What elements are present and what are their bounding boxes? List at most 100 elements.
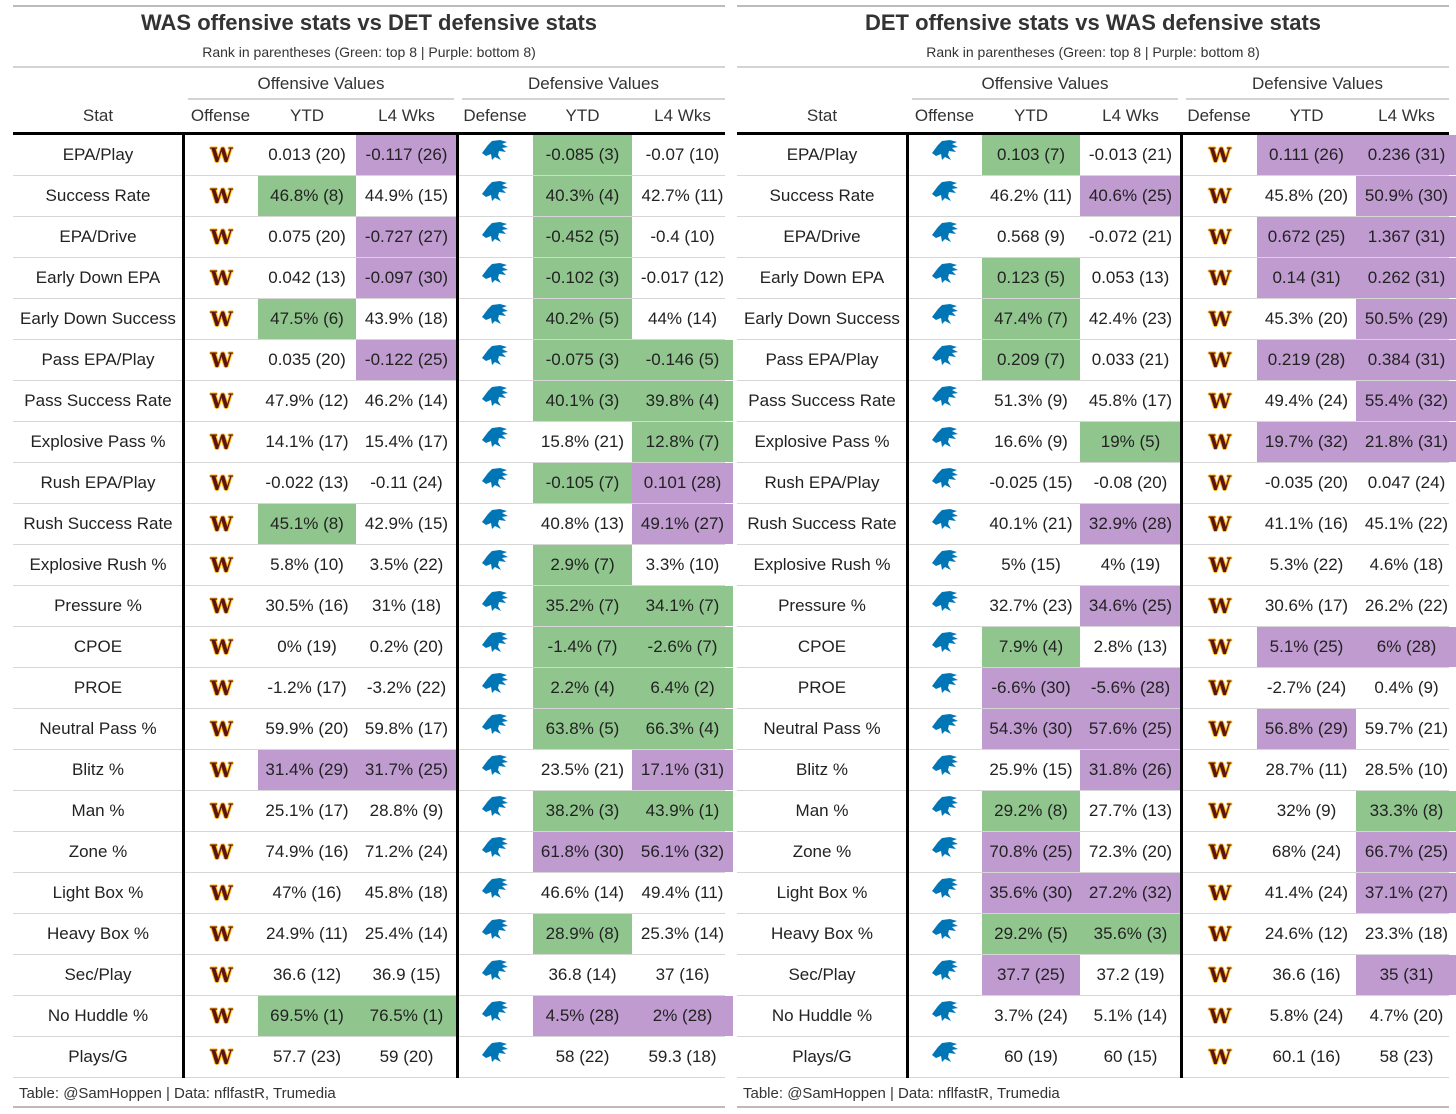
table-row: Pass EPA/Play W 0.209 (7) 0.033 (21) 0.219 (…: [737, 340, 1456, 381]
def-ytd-value: 41.1% (16): [1264, 514, 1349, 533]
defense-team-cell: W: [1181, 422, 1257, 462]
def-ytd-value: 35.2% (7): [533, 586, 632, 626]
off-l4-value: 76.5% (1): [356, 996, 457, 1036]
commanders-logo-icon: W: [210, 922, 233, 946]
defense-team-cell: W: [1181, 545, 1257, 585]
def-l4-value: 3.3% (10): [645, 555, 720, 574]
def-l4-value: 0.384 (31): [1356, 340, 1456, 380]
table-subtitle: Rank in parentheses (Green: top 8 | Purp…: [926, 44, 1260, 60]
lions-logo-icon: [480, 956, 510, 996]
commanders-logo-icon: W: [1208, 553, 1232, 577]
stat-name: Light Box %: [52, 883, 144, 902]
off-ytd-value: 51.3% (9): [994, 391, 1068, 410]
def-l4-value: -0.07 (10): [645, 145, 720, 164]
off-l4-value: -0.122 (25): [356, 340, 457, 380]
off-ytd-value: 54.3% (30): [982, 709, 1080, 749]
off-ytd-value: 46.8% (8): [258, 176, 356, 216]
offense-team-cell: [907, 914, 982, 954]
def-ytd-value: 40.3% (4): [533, 176, 632, 216]
header-rule: [13, 66, 725, 68]
table-subtitle: Rank in parentheses (Green: top 8 | Purp…: [202, 44, 536, 60]
def-l4-value: 12.8% (7): [632, 422, 733, 462]
commanders-logo-icon: W: [1208, 348, 1232, 372]
lions-logo-icon: [930, 546, 960, 586]
stat-name: PROE: [797, 678, 847, 697]
table-row: EPA/Drive W 0.075 (20) -0.727 (27) -0.452 (5…: [13, 217, 725, 258]
commanders-logo-icon: W: [1208, 963, 1232, 987]
table-row: Light Box % W 47% (16) 45.8% (18) 46.6% (14)…: [13, 873, 725, 914]
commanders-logo-icon: W: [210, 307, 233, 331]
table-row: Man % W 25.1% (17) 28.8% (9) 38.2% (3) 43.9% …: [13, 791, 733, 832]
off-ytd-value: 5.8% (10): [270, 555, 344, 574]
stat-name: Explosive Pass %: [754, 432, 890, 451]
commanders-logo-icon: W: [210, 389, 233, 413]
offense-team-cell: W: [183, 1037, 258, 1077]
off-l4-value: -0.727 (27): [356, 217, 457, 257]
def-l4-value: 1.367 (31): [1356, 217, 1456, 257]
stat-name: Rush EPA/Play: [764, 473, 880, 492]
commanders-logo-icon: W: [1208, 184, 1232, 208]
stat-name: Explosive Pass %: [30, 432, 166, 451]
off-ytd-value: 47.5% (6): [258, 299, 356, 339]
table-row: Light Box % W 35.6% (30) 27.2% (32) 41.4% (2…: [737, 873, 1456, 914]
table-row: Rush EPA/Play W -0.022 (13) -0.11 (24) -0.10…: [13, 463, 733, 504]
def-ytd-value: 45.3% (20): [1264, 309, 1349, 328]
offense-team-cell: [907, 832, 982, 872]
defense-team-cell: [457, 914, 533, 954]
table-title: WAS offensive stats vs DET defensive sta…: [140, 10, 598, 35]
lions-logo-icon: [930, 628, 960, 668]
off-l4-value: 4% (19): [1100, 555, 1161, 574]
off-ytd-value: 0.042 (13): [268, 268, 346, 287]
off-l4-value: 42.9% (15): [364, 514, 449, 533]
def-ytd-value: 5.3% (22): [1269, 555, 1344, 574]
def-l4-value: 0.262 (31): [1356, 258, 1456, 298]
off-l4-value: 40.6% (25): [1080, 176, 1181, 216]
def-l4-value: 0.101 (28): [632, 463, 733, 503]
commanders-logo-icon: W: [210, 676, 233, 700]
lions-logo-icon: [480, 874, 510, 914]
stat-name: Sec/Play: [64, 965, 132, 984]
col-header-def-l4: L4 Wks: [654, 106, 711, 125]
commanders-logo-icon: W: [210, 553, 233, 577]
commanders-logo-icon: W: [210, 512, 233, 536]
stat-name: Early Down Success: [744, 309, 900, 328]
off-l4-value: 72.3% (20): [1088, 842, 1173, 861]
offense-team-cell: W: [183, 545, 258, 585]
offense-team-cell: W: [183, 422, 258, 462]
off-l4-value: 71.2% (24): [364, 842, 449, 861]
def-l4-value: 33.3% (8): [1356, 791, 1456, 831]
stat-name: EPA/Drive: [783, 227, 861, 246]
off-l4-value: 31.7% (25): [356, 750, 457, 790]
def-l4-value: 59.3 (18): [648, 1047, 717, 1066]
off-ytd-value: 32.7% (23): [989, 596, 1073, 615]
off-l4-value: -0.117 (26): [356, 135, 457, 175]
offense-divider: [182, 134, 185, 1078]
stat-name: CPOE: [73, 637, 123, 656]
off-ytd-value: 46.2% (11): [990, 186, 1072, 205]
def-l4-value: 0.047 (24): [1367, 473, 1446, 492]
stat-name: Pressure %: [54, 596, 142, 615]
offense-team-cell: [907, 873, 982, 913]
defense-team-cell: W: [1181, 504, 1257, 544]
defense-team-cell: [457, 299, 533, 339]
off-l4-value: 15.4% (17): [364, 432, 449, 451]
off-ytd-value: 0.123 (5): [982, 258, 1080, 298]
offense-team-cell: [907, 463, 982, 503]
stat-name: Early Down EPA: [35, 268, 161, 287]
col-header-off-ytd: YTD: [290, 106, 324, 125]
defense-team-cell: [457, 217, 533, 257]
offense-team-cell: W: [183, 504, 258, 544]
lions-logo-icon: [480, 341, 510, 381]
commanders-logo-icon: W: [1208, 512, 1232, 536]
off-l4-value: 31% (18): [372, 596, 441, 615]
commanders-logo-icon: W: [210, 225, 233, 249]
header-rule: [737, 66, 1449, 68]
off-l4-value: 27.7% (13): [1088, 801, 1173, 820]
def-ytd-value: 68% (24): [1272, 842, 1341, 861]
def-ytd-value: 61.8% (30): [533, 832, 632, 872]
bottom-rule: [13, 1106, 725, 1108]
off-ytd-value: -6.6% (30): [982, 668, 1080, 708]
commanders-logo-icon: W: [1208, 430, 1232, 454]
off-ytd-value: 0.013 (20): [268, 145, 346, 164]
def-ytd-value: 0.672 (25): [1257, 217, 1356, 257]
